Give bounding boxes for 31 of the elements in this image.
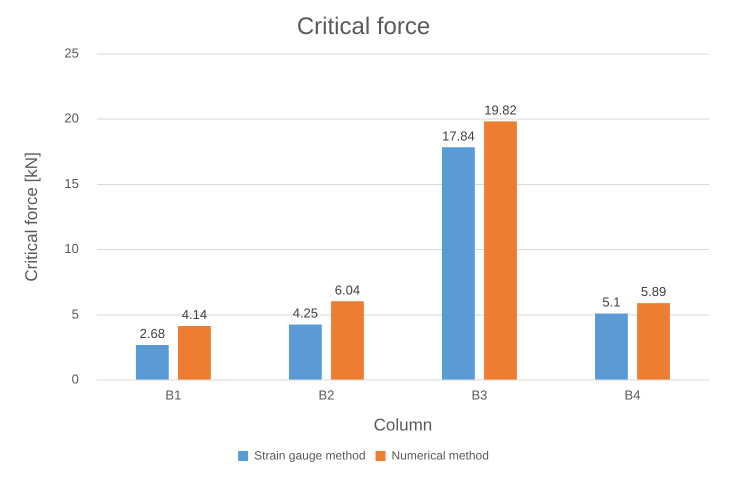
data-label: 5.1 (602, 294, 620, 310)
data-label: 5.89 (640, 284, 666, 300)
bar (637, 303, 670, 380)
bar (178, 326, 211, 380)
bar (595, 313, 628, 380)
y-tick-label: 20 (64, 110, 79, 126)
x-tick-label: B4 (624, 387, 640, 402)
data-label: 4.14 (182, 307, 208, 322)
y-tick-label: 10 (64, 241, 79, 256)
x-tick-label: B1 (165, 387, 182, 402)
x-axis-title: Column (374, 415, 432, 434)
bar (136, 345, 169, 380)
y-tick-label: 15 (64, 176, 79, 191)
y-axis-title: Critical force [kN] (22, 152, 41, 282)
y-tick-label: 25 (64, 45, 79, 60)
y-tick-label: 5 (72, 306, 79, 322)
bar (331, 301, 364, 380)
bar (288, 324, 322, 380)
y-tick-label: 0 (72, 372, 79, 387)
bar (442, 147, 475, 380)
data-label: 4.25 (292, 306, 318, 321)
bar (484, 121, 517, 380)
data-label: 17.84 (442, 128, 475, 144)
legend-label: Numerical method (392, 448, 489, 462)
x-tick-label: B3 (471, 387, 488, 402)
x-tick-label: B2 (318, 387, 334, 402)
data-label: 19.82 (484, 102, 517, 118)
data-label: 2.68 (140, 326, 165, 342)
data-label: 6.04 (334, 282, 360, 298)
legend-label: Strain gauge method (254, 448, 366, 462)
chart-title: Critical force (296, 13, 430, 40)
